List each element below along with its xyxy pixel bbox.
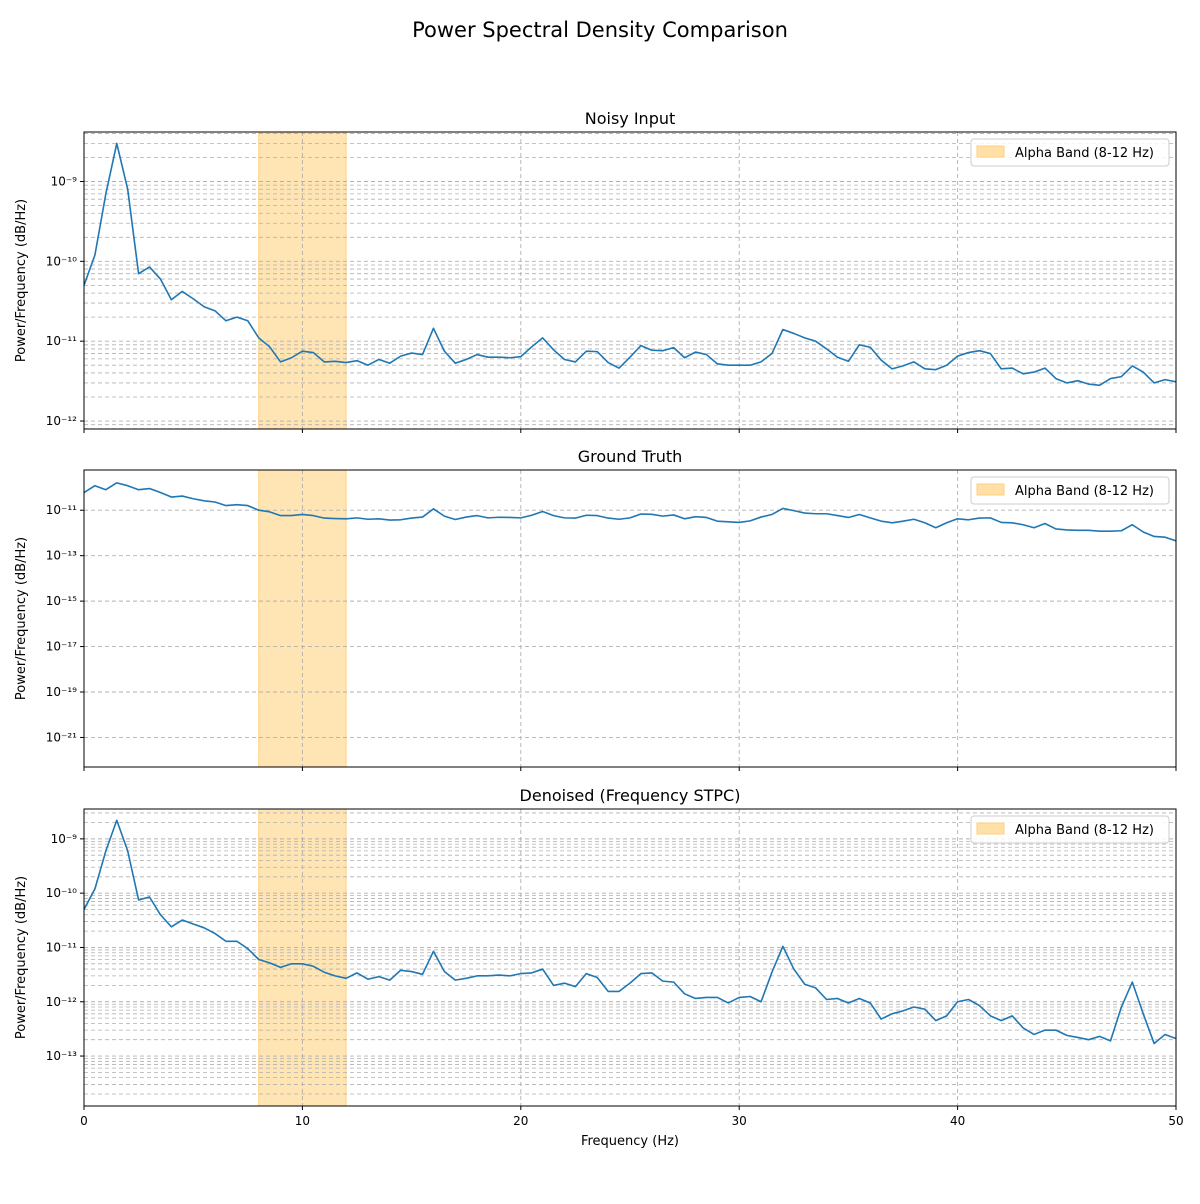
x-tick-label: 0 — [80, 1114, 88, 1128]
y-tick-label: 10⁻¹⁵ — [46, 594, 77, 608]
subplot-1: 10⁻¹² 10⁻¹¹ 10⁻¹⁰ 10⁻⁹ Noisy Input Power/Freq… — [14, 109, 1177, 433]
y-tick-label: 10⁻¹³ — [46, 1049, 77, 1063]
y-axis-label: Power/Frequency (dB/Hz) — [14, 199, 29, 362]
figure-title: Power Spectral Density Comparison — [412, 18, 788, 42]
axes-frame — [83, 808, 1177, 1107]
axes-frame — [83, 131, 1177, 430]
y-tick-label: 10⁻¹¹ — [46, 940, 77, 954]
x-tick-label: 10 — [295, 1114, 310, 1128]
y-axis-label: Power/Frequency (dB/Hz) — [14, 876, 29, 1039]
y-tick-label: 10⁻⁹ — [51, 832, 78, 846]
legend-swatch — [976, 822, 1005, 835]
legend-swatch — [976, 145, 1005, 158]
y-tick-label: 10⁻¹² — [46, 995, 77, 1009]
legend: Alpha Band (8-12 Hz) — [970, 138, 1170, 167]
y-tick-label: 10⁻¹⁷ — [46, 640, 77, 654]
grid-lines — [84, 470, 1176, 767]
psd-series-line — [84, 819, 1176, 1045]
grid-lines — [84, 809, 1176, 1106]
legend-box — [970, 815, 1170, 844]
y-tick-label: 10⁻⁹ — [51, 175, 78, 189]
legend-box — [970, 138, 1170, 167]
axes-frame — [83, 469, 1177, 768]
subplot-2: 10⁻²¹ 10⁻¹⁹ 10⁻¹⁷ 10⁻¹⁵ 10⁻¹³ 10⁻¹¹ Ground Tru… — [14, 447, 1177, 771]
legend-box — [970, 476, 1170, 505]
x-tick-label: 50 — [1168, 1114, 1183, 1128]
y-tick-label: 10⁻¹⁰ — [46, 254, 77, 268]
x-tick-label: 30 — [732, 1114, 747, 1128]
y-tick-label: 10⁻¹¹ — [46, 503, 77, 517]
legend-label: Alpha Band (8-12 Hz) — [1015, 484, 1154, 499]
y-tick-label: 10⁻²¹ — [46, 730, 77, 744]
subplot-title: Ground Truth — [578, 447, 683, 466]
subplot-title: Noisy Input — [585, 109, 676, 128]
y-tick-label: 10⁻¹⁹ — [46, 685, 77, 699]
legend-label: Alpha Band (8-12 Hz) — [1015, 823, 1154, 838]
y-tick-label: 10⁻¹⁰ — [46, 886, 77, 900]
legend: Alpha Band (8-12 Hz) — [970, 476, 1170, 505]
subplot-3: 10⁻¹³ 10⁻¹² 10⁻¹¹ 10⁻¹⁰ 10⁻⁹ 0 10 20 30 40 50 Denoi… — [14, 786, 1184, 1149]
x-tick-label: 20 — [513, 1114, 528, 1128]
y-tick-label: 10⁻¹² — [46, 414, 77, 428]
grid-lines — [84, 132, 1176, 430]
legend-label: Alpha Band (8-12 Hz) — [1015, 146, 1154, 161]
y-axis-label: Power/Frequency (dB/Hz) — [14, 537, 29, 700]
legend-swatch — [976, 483, 1005, 496]
x-axis-label: Frequency (Hz) — [581, 1134, 679, 1149]
psd-series-line — [84, 482, 1176, 542]
legend: Alpha Band (8-12 Hz) — [970, 815, 1170, 844]
y-tick-label: 10⁻¹¹ — [46, 334, 77, 348]
psd-series-line — [84, 142, 1176, 387]
subplot-title: Denoised (Frequency STPC) — [520, 786, 741, 805]
x-tick-label: 40 — [950, 1114, 965, 1128]
y-tick-label: 10⁻¹³ — [46, 549, 77, 563]
